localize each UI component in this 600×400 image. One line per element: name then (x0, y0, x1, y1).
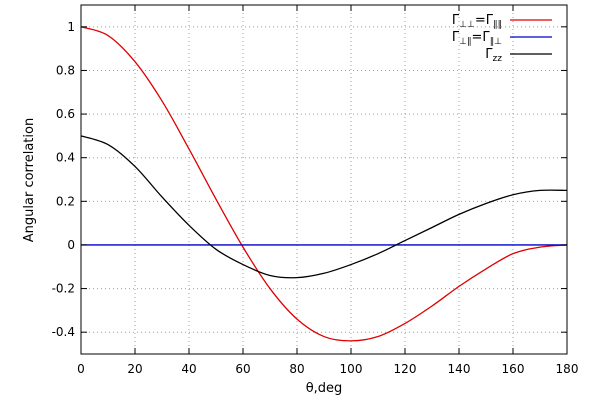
x-tick-labels: 0 20 40 60 80 100 120 140 160 180 (77, 362, 578, 376)
legend-subscript: ⊥∥ (459, 37, 471, 47)
x-tick-label: 180 (556, 362, 579, 376)
y-tick-label: 0.8 (56, 63, 75, 77)
x-tick-label: 100 (340, 362, 363, 376)
y-tick-label: 1 (67, 20, 75, 34)
axis-ticks (80, 5, 568, 354)
x-tick-label: 40 (181, 362, 196, 376)
y-tick-label: -0.4 (52, 325, 75, 339)
legend-entry: Γ⊥∥=Γ∥⊥ (452, 30, 552, 47)
y-tick-label: 0.2 (56, 194, 75, 208)
legend-subscript: ∥⊥ (490, 37, 503, 47)
legend-text-part: Γ (485, 47, 493, 62)
y-tick-label: 0 (67, 238, 75, 252)
series-gamma-perp-perp-line (80, 26, 568, 342)
legend-text-part: =Γ (475, 13, 494, 28)
legend-subscript: ⊥⊥ (459, 20, 475, 30)
x-tick-label: 0 (77, 362, 85, 376)
legend-label: Γ⊥⊥=Γ∥∥ (452, 13, 502, 30)
legend-text-part: Γ (452, 30, 460, 45)
plot-frame (80, 4, 568, 355)
series-lines (80, 26, 568, 342)
legend-text-part: =Γ (472, 30, 491, 45)
x-tick-label: 60 (235, 362, 250, 376)
legend-label: Γzz (485, 47, 502, 64)
x-tick-label: 20 (127, 362, 142, 376)
x-tick-label: 120 (394, 362, 417, 376)
legend-text-part: Γ (452, 13, 460, 28)
x-tick-label: 80 (289, 362, 304, 376)
legend-subscript: zz (493, 54, 503, 64)
legend-label: Γ⊥∥=Γ∥⊥ (452, 30, 502, 47)
series-gamma-zz-line (80, 135, 568, 279)
y-axis-label: Angular correlation (22, 118, 37, 242)
x-tick-label: 140 (448, 362, 471, 376)
x-axis-label: θ,deg (306, 381, 343, 396)
legend-subscript: ∥∥ (493, 20, 502, 30)
legend-entry: Γzz (485, 47, 552, 64)
y-tick-label: 0.4 (56, 151, 75, 165)
y-tick-label: -0.2 (52, 282, 75, 296)
legend: Γ⊥⊥=Γ∥∥Γ⊥∥=Γ∥⊥Γzz (452, 13, 552, 64)
legend-entry: Γ⊥⊥=Γ∥∥ (452, 13, 552, 30)
y-tick-labels: -0.4 -0.2 0 0.2 0.4 0.6 0.8 1 (52, 20, 75, 339)
x-tick-label: 160 (502, 362, 525, 376)
y-tick-label: 0.6 (56, 107, 75, 121)
